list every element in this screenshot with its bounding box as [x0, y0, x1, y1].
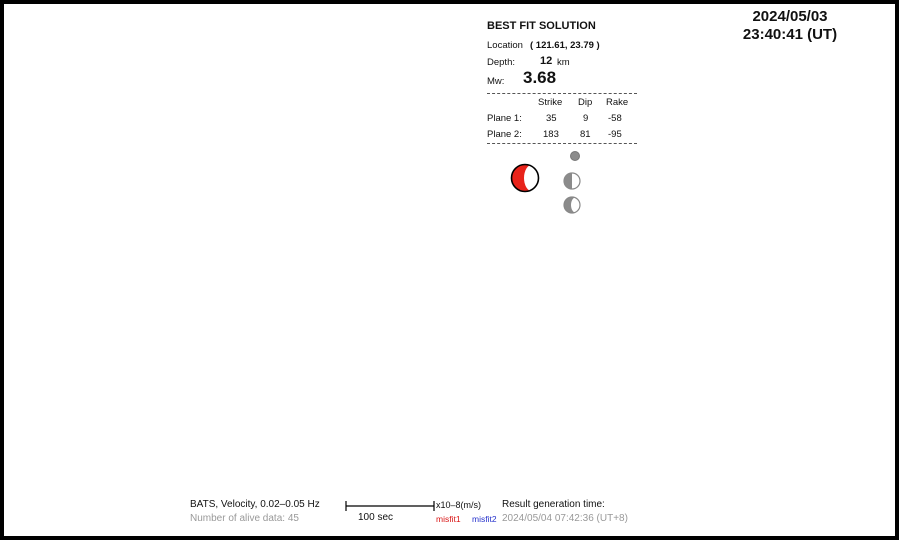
- plane1-rake: -58: [608, 113, 622, 124]
- time-scalebar: [345, 501, 435, 511]
- divider: [487, 93, 637, 94]
- result-time-label: Result generation time:: [502, 499, 605, 510]
- col-rake: Rake: [606, 97, 629, 108]
- scalebar-label: 100 sec: [358, 512, 394, 523]
- misfit2-legend: misfit2: [472, 514, 497, 524]
- beachball-icon: [510, 163, 540, 193]
- event-date: 2024/05/03: [752, 8, 828, 25]
- plane2-strike: 183: [543, 129, 559, 140]
- best-fit-title: BEST FIT SOLUTION: [487, 20, 596, 32]
- depth-value: 12: [540, 55, 553, 67]
- iso-icon: [570, 151, 580, 161]
- plane1-strike: 35: [546, 113, 557, 124]
- location-label: Location: [487, 40, 523, 51]
- divider: [487, 143, 637, 144]
- event-time: 23:40:41 (UT): [742, 26, 838, 43]
- col-strike: Strike: [538, 97, 563, 108]
- dc-icon: [563, 172, 581, 190]
- plane1-label: Plane 1:: [487, 113, 522, 124]
- station-map: [640, 214, 900, 524]
- clvd-icon: [563, 196, 581, 214]
- mw-label: Mw:: [487, 76, 505, 87]
- depth-label: Depth:: [487, 57, 515, 68]
- plane1-dip: 9: [583, 113, 589, 124]
- plane2-rake: -95: [608, 129, 622, 140]
- result-time-value: 2024/05/04 07:42:36 (UT+8): [502, 513, 628, 524]
- depth-unit: km: [557, 57, 570, 68]
- amplitude-units: x10–8(m/s): [436, 500, 482, 510]
- dataset-info: BATS, Velocity, 0.02–0.05 Hz: [190, 499, 320, 510]
- mw-value: 3.68: [523, 68, 557, 87]
- alive-data-count: Number of alive data: 45: [190, 513, 299, 524]
- misfit-reduction-chart: [640, 50, 900, 212]
- plane2-label: Plane 2:: [487, 129, 522, 140]
- misfit1-legend: misfit1: [436, 514, 461, 524]
- moment-tensor-icons: [510, 151, 581, 214]
- plane2-dip: 81: [580, 129, 591, 140]
- location-value: ( 121.61, 23.79 ): [530, 40, 600, 51]
- col-dip: Dip: [578, 97, 593, 108]
